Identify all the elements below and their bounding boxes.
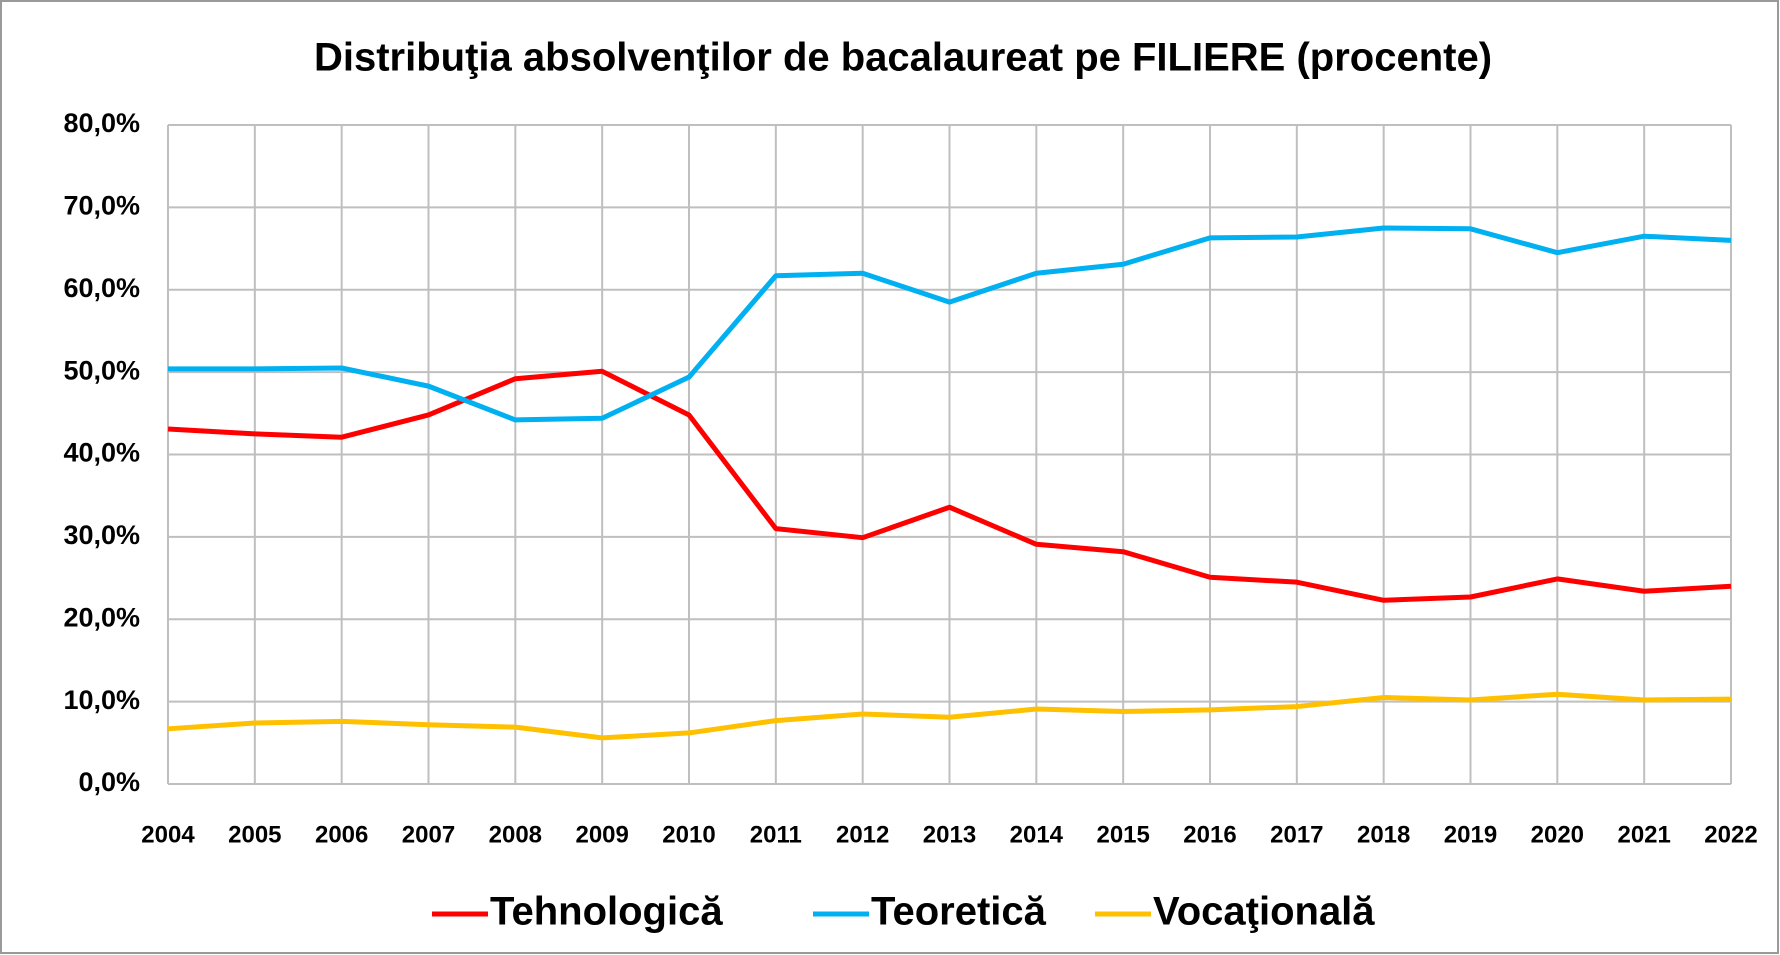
series-line xyxy=(167,691,1732,741)
legend-label: Vocaţională xyxy=(1153,890,1375,934)
x-tick-label: 2011 xyxy=(750,821,802,848)
y-tick-label: 60,0% xyxy=(63,273,140,303)
x-tick-label: 2016 xyxy=(1183,821,1236,848)
x-tick-label: 2017 xyxy=(1270,821,1323,848)
legend-label: Tehnologică xyxy=(490,890,723,934)
x-tick-label: 2015 xyxy=(1096,821,1149,848)
x-tick-label: 2020 xyxy=(1531,821,1584,848)
x-tick-label: 2008 xyxy=(489,821,542,848)
x-tick-label: 2012 xyxy=(836,821,889,848)
y-tick-label: 0,0% xyxy=(78,767,140,797)
x-tick-label: 2018 xyxy=(1357,821,1410,848)
x-tick-label: 2021 xyxy=(1617,821,1670,848)
x-tick-label: 2009 xyxy=(575,821,628,848)
legend-label: Teoretică xyxy=(871,890,1047,934)
y-tick-label: 30,0% xyxy=(63,520,140,550)
y-tick-label: 40,0% xyxy=(63,438,140,468)
y-tick-label: 10,0% xyxy=(63,685,140,715)
x-tick-label: 2019 xyxy=(1444,821,1497,848)
y-tick-label: 50,0% xyxy=(63,355,140,385)
x-tick-label: 2006 xyxy=(315,821,368,848)
series-line xyxy=(168,225,1732,423)
x-tick-label: 2014 xyxy=(1010,821,1064,848)
x-tick-label: 2022 xyxy=(1704,821,1757,848)
x-tick-label: 2010 xyxy=(662,821,715,848)
x-tick-label: 2013 xyxy=(923,821,976,848)
x-tick-label: 2004 xyxy=(141,821,195,848)
y-tick-label: 80,0% xyxy=(63,108,140,138)
series-line xyxy=(167,368,1732,603)
x-tick-label: 2007 xyxy=(402,821,455,848)
y-tick-label: 70,0% xyxy=(63,191,140,221)
x-tick-label: 2005 xyxy=(228,821,281,848)
y-tick-label: 20,0% xyxy=(63,602,140,632)
chart-title: Distribuţia absolvenţilor de bacalaureat… xyxy=(314,36,1492,80)
